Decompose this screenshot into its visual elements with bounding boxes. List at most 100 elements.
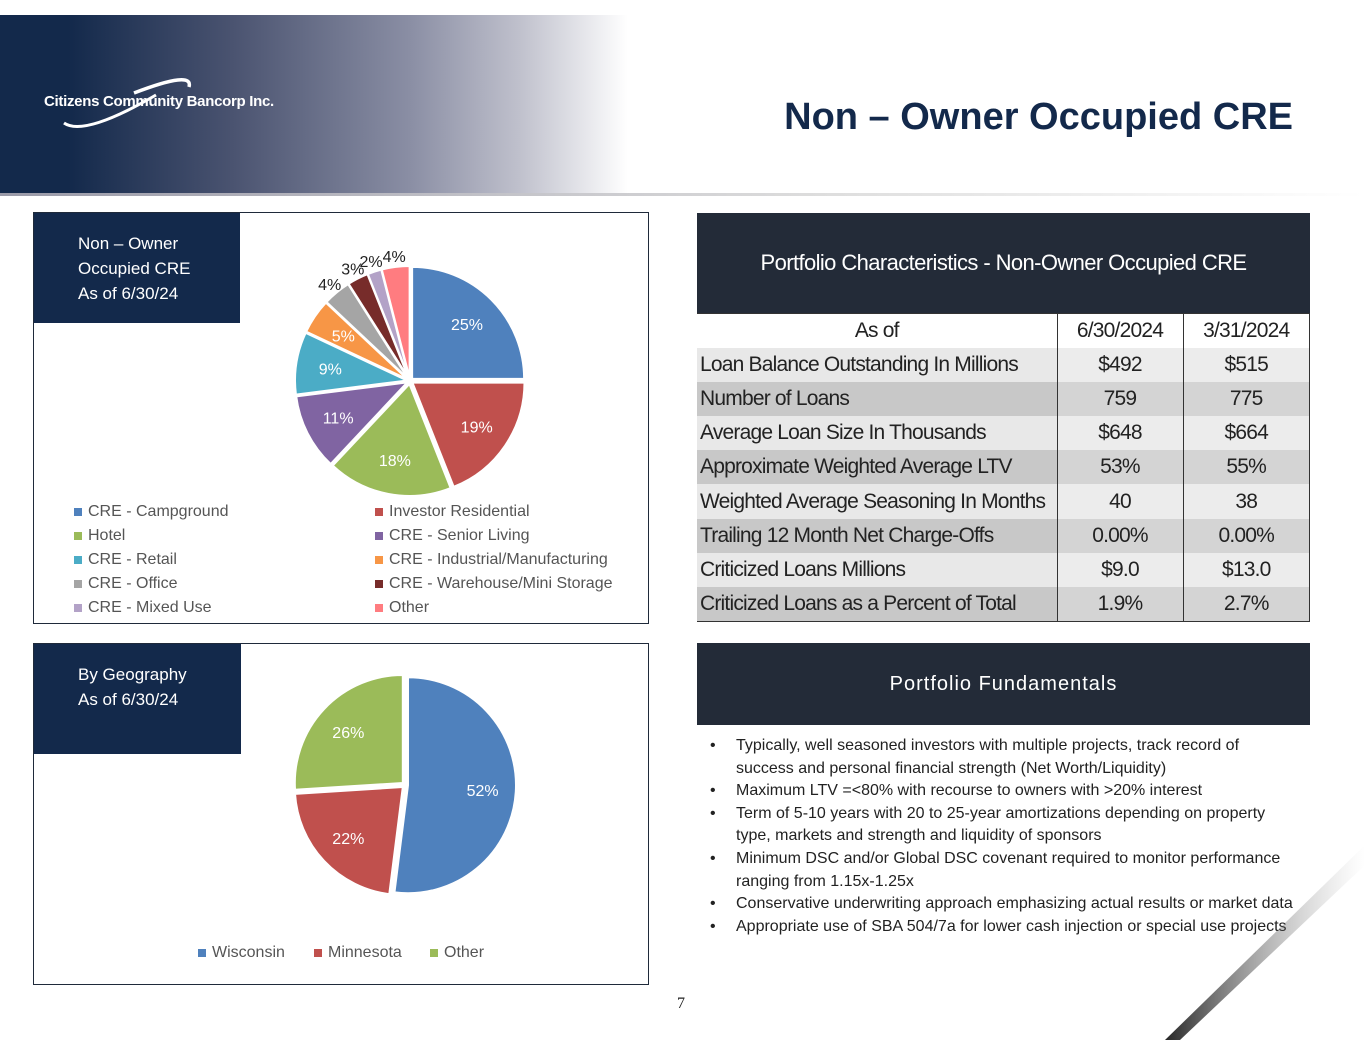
title-line: As of 6/30/24 (78, 690, 179, 709)
table-header-row: As of 6/30/2024 3/31/2024 (697, 312, 1310, 348)
table-row: Criticized Loans Millions $9.0 $13.0 (697, 552, 1310, 587)
company-logo: Citizens Community Bancorp Inc. (44, 75, 274, 135)
title-line: Non – Owner (78, 234, 179, 253)
legend-label: CRE - Industrial/Manufacturing (389, 551, 608, 568)
data-label: 11% (323, 411, 354, 428)
logo-swoosh-icon (63, 78, 192, 128)
page-curl-decoration (1165, 845, 1365, 1040)
bullet-item: Typically, well seasoned investors with … (710, 735, 1300, 780)
portfolio-table: As of 6/30/2024 3/31/2024 Loan Balance O… (697, 312, 1310, 622)
data-label: 4% (383, 249, 406, 266)
value-cell: 775 (1182, 381, 1310, 417)
label-cell: Criticized Loans as a Percent of Total (697, 587, 1057, 622)
label-cell: Number of Loans (697, 381, 1057, 417)
pie-slice (393, 676, 517, 895)
legend-item: Investor Residential (375, 503, 530, 521)
page-title: Non – Owner Occupied CRE (784, 96, 1293, 138)
label-cell: Average Loan Size In Thousands (697, 416, 1057, 451)
data-label: 52% (467, 783, 499, 800)
table-row: Weighted Average Seasoning In Months 40 38 (697, 484, 1310, 519)
pie-slice (380, 265, 411, 379)
data-label: 5% (332, 329, 355, 346)
legend-item: CRE - Retail (74, 551, 177, 569)
geography-pie-chart: 52% 22% 26% (293, 673, 517, 896)
legend-label: CRE - Campground (88, 503, 229, 520)
bullet-item: Conservative underwriting approach empha… (710, 893, 1300, 916)
table-row: Trailing 12 Month Net Charge-Offs 0.00% 0.… (697, 518, 1310, 553)
data-label: 26% (332, 725, 364, 742)
value-cell: $13.0 (1182, 552, 1310, 587)
legend-label: Hotel (88, 527, 126, 544)
label-cell: Weighted Average Seasoning In Months (697, 484, 1057, 519)
bullet-item: Maximum LTV =<80% with recourse to owner… (710, 780, 1300, 803)
data-label: 2% (360, 254, 383, 271)
header-cell: 3/31/2024 (1182, 312, 1310, 348)
bullet-item: Term of 5-10 years with 20 to 25-year am… (710, 803, 1300, 848)
legend-swatch (74, 556, 82, 564)
pie-slice (295, 381, 410, 466)
bullet-item: Minimum DSC and/or Global DSC covenant r… (710, 848, 1300, 893)
table-row: Average Loan Size In Thousands $648 $664 (697, 416, 1310, 451)
data-label: 4% (318, 277, 341, 294)
value-cell: $648 (1056, 416, 1183, 451)
legend-label: CRE - Warehouse/Mini Storage (389, 575, 613, 592)
legend-item: Other (430, 944, 484, 962)
value-cell: 0.00% (1182, 518, 1310, 553)
legend-label: CRE - Mixed Use (88, 599, 212, 616)
legend-label: CRE - Office (88, 575, 178, 592)
data-label: 19% (461, 419, 493, 436)
value-cell: 55% (1182, 450, 1310, 485)
data-label: 22% (332, 831, 364, 848)
sector-chart-title: Non – Owner Occupied CRE As of 6/30/24 (34, 213, 240, 323)
value-cell: 0.00% (1056, 518, 1183, 553)
fundamentals-title: Portfolio Fundamentals (697, 643, 1310, 725)
value-cell: 1.9% (1056, 587, 1183, 622)
legend-item: CRE - Warehouse/Mini Storage (375, 575, 613, 593)
legend-swatch (74, 532, 82, 540)
legend-swatch (198, 949, 206, 957)
pie-slice (331, 382, 452, 497)
pie-slice (411, 265, 526, 380)
label-cell: Trailing 12 Month Net Charge-Offs (697, 518, 1057, 553)
value-cell: $515 (1182, 347, 1310, 382)
legend-label: Wisconsin (212, 944, 285, 961)
table-row: Number of Loans 759 775 (697, 381, 1310, 417)
table-row: Criticized Loans as a Percent of Total 1.… (697, 587, 1310, 622)
legend-label: Minnesota (328, 944, 402, 961)
header-divider (0, 193, 1365, 196)
pie-slice (294, 331, 411, 396)
table-row: Approximate Weighted Average LTV 53% 55% (697, 450, 1310, 485)
legend-swatch (314, 949, 322, 957)
legend-label: Other (444, 944, 485, 961)
value-cell: 759 (1056, 381, 1183, 417)
legend-item: Wisconsin (198, 944, 285, 962)
legend-item: Other (375, 599, 429, 617)
legend-swatch (375, 556, 383, 564)
legend-swatch (74, 580, 82, 588)
data-label: 25% (451, 317, 483, 334)
legend-label: Investor Residential (389, 503, 530, 520)
legend-label: CRE - Senior Living (389, 527, 530, 544)
legend-item: Hotel (74, 527, 125, 545)
legend-label: CRE - Retail (88, 551, 177, 568)
value-cell: 53% (1056, 450, 1183, 485)
legend-swatch (430, 949, 438, 957)
legend-swatch (375, 532, 383, 540)
value-cell: $664 (1182, 416, 1310, 451)
value-cell: $9.0 (1056, 552, 1183, 587)
value-cell: $492 (1056, 347, 1183, 382)
legend-item: Minnesota (314, 944, 402, 962)
data-label: 9% (319, 361, 342, 378)
pie-slice (293, 673, 404, 791)
header-banner (0, 15, 1365, 195)
data-label: 18% (379, 453, 411, 470)
pie-slice (411, 381, 526, 489)
page-number: 7 (677, 995, 685, 1012)
title-line: Occupied CRE (78, 259, 191, 278)
data-label: 3% (341, 262, 364, 279)
table-title: Portfolio Characteristics - Non-Owner Oc… (697, 213, 1310, 313)
pie-slice (293, 785, 404, 896)
legend-item: CRE - Office (74, 575, 178, 593)
legend-swatch (375, 604, 383, 612)
label-cell: Criticized Loans Millions (697, 552, 1057, 587)
